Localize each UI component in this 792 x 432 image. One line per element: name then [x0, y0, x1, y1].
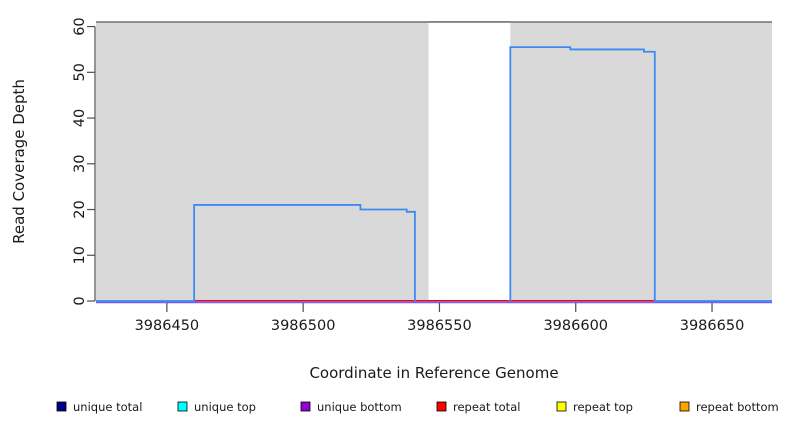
legend-swatch-icon — [300, 401, 311, 412]
legend-item-unique-top[interactable]: unique top — [177, 400, 256, 414]
legend-label-unique-total: unique total — [73, 400, 142, 414]
x-axis-title: Coordinate in Reference Genome — [309, 364, 558, 382]
y-tick-label-30: 30 — [72, 155, 88, 173]
legend-label-repeat-bottom: repeat bottom — [696, 400, 779, 414]
x-tick-label-3986450: 3986450 — [135, 318, 200, 334]
y-tick-label-50: 50 — [72, 63, 88, 81]
y-tick-label-40: 40 — [72, 109, 88, 127]
y-tick-label-0: 0 — [72, 296, 88, 305]
x-tick-label-3986500: 3986500 — [271, 318, 336, 334]
y-tick-label-20: 20 — [72, 200, 88, 218]
legend-label-repeat-total: repeat total — [453, 400, 520, 414]
x-tick-label-3986600: 3986600 — [543, 318, 608, 334]
legend-swatch-icon — [436, 401, 447, 412]
legend-item-unique-total[interactable]: unique total — [56, 400, 142, 414]
x-tick-label-3986650: 3986650 — [680, 318, 745, 334]
y-tick-label-60: 60 — [72, 17, 88, 35]
y-axis-title: Read Coverage Depth — [10, 79, 28, 244]
series-unique-total-segment-2 — [509, 46, 772, 302]
legend-label-unique-top: unique top — [194, 400, 256, 414]
legend-item-unique-bottom[interactable]: unique bottom — [300, 400, 402, 414]
legend-item-repeat-bottom[interactable]: repeat bottom — [679, 400, 779, 414]
y-tick-label-10: 10 — [72, 246, 88, 264]
x-tick-label-3986550: 3986550 — [407, 318, 472, 334]
legend-label-repeat-top: repeat top — [573, 400, 633, 414]
legend-swatch-icon — [556, 401, 567, 412]
legend-item-repeat-top[interactable]: repeat top — [556, 400, 633, 414]
legend-swatch-icon — [177, 401, 188, 412]
legend-swatch-icon — [56, 401, 67, 412]
legend-label-unique-bottom: unique bottom — [317, 400, 402, 414]
legend-item-repeat-total[interactable]: repeat total — [436, 400, 520, 414]
series-unique-total-segment-1 — [96, 204, 416, 302]
legend-swatch-icon — [679, 401, 690, 412]
masked-gap-region — [428, 22, 511, 302]
